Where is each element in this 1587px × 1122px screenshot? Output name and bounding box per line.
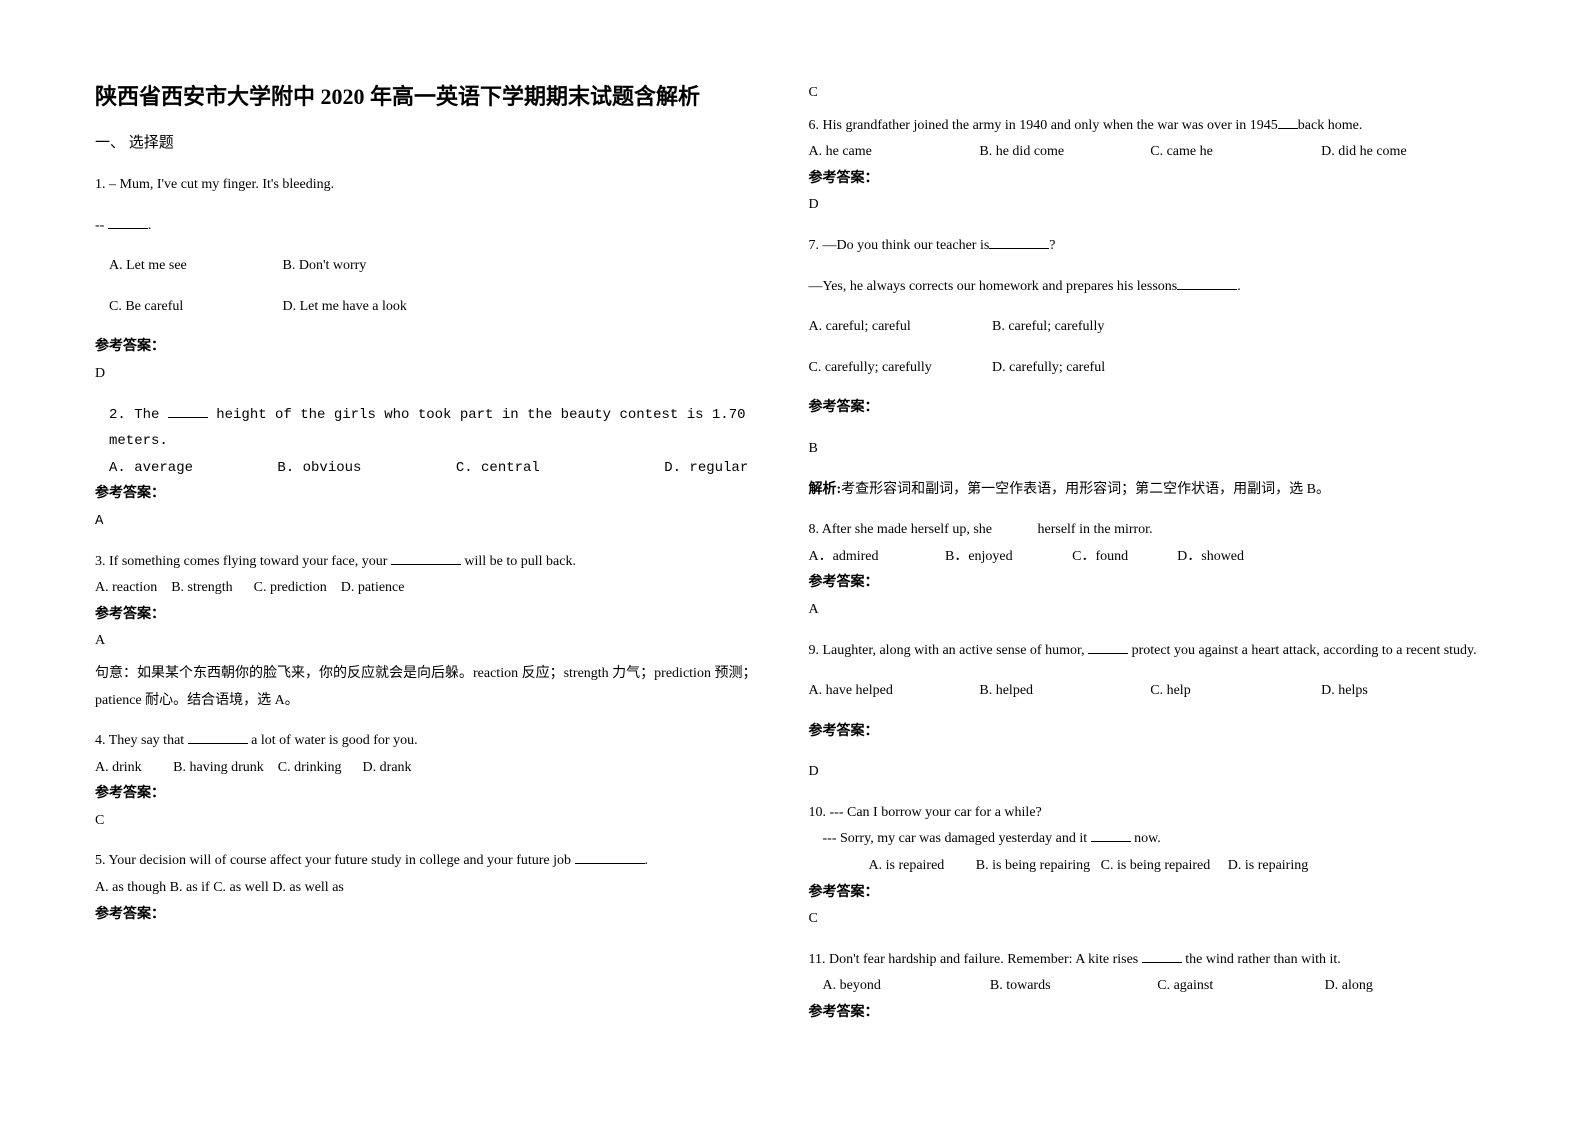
q10-opts: A. is repaired B. is being repairing C. …: [809, 853, 1493, 880]
blank: [575, 850, 645, 864]
blank: [1177, 276, 1237, 290]
q3-explain: 句意：如果某个东西朝你的脸飞来，你的反应就会是向后躲。reaction 反应；s…: [95, 661, 779, 714]
q4-opts: A. drink B. having drunk C. drinking D. …: [95, 755, 779, 782]
q9-text: 9. Laughter, along with an active sense …: [809, 638, 1493, 665]
question-3: 3. If something comes flying toward your…: [95, 549, 779, 721]
blank: [1142, 949, 1182, 963]
q11-text: 11. Don't fear hardship and failure. Rem…: [809, 947, 1493, 974]
q10-line1: 10. --- Can I borrow your car for a whil…: [809, 800, 1493, 827]
q2-opts: A. average B. obvious C. central D. regu…: [95, 455, 779, 482]
q1-dash: -- .: [95, 213, 779, 240]
q6-answer-label: 参考答案：: [809, 166, 1493, 193]
question-9: 9. Laughter, along with an active sense …: [809, 638, 1493, 792]
question-5: 5. Your decision will of course affect y…: [95, 848, 779, 928]
question-6: 6. His grandfather joined the army in 19…: [809, 113, 1493, 225]
q10-line2: --- Sorry, my car was damaged yesterday …: [809, 826, 1493, 853]
blank: [1091, 828, 1131, 842]
q7-answer-label: 参考答案：: [809, 395, 1493, 422]
blank: [1278, 115, 1298, 129]
blank: [168, 404, 208, 418]
q3-text: 3. If something comes flying toward your…: [95, 549, 779, 576]
question-11: 11. Don't fear hardship and failure. Rem…: [809, 947, 1493, 1027]
section-header: 一、 选择题: [95, 131, 779, 152]
q9-opts: A. have helped B. helped C. help D. help…: [809, 678, 1493, 705]
q7-opts-row2: C. carefully; carefully D. carefully; ca…: [809, 355, 1493, 382]
q11-answer-label: 参考答案：: [809, 1000, 1493, 1027]
q1-opts-row2: C. Be careful D. Let me have a look: [95, 294, 779, 321]
question-4: 4. They say that a lot of water is good …: [95, 728, 779, 840]
q1-answer-label: 参考答案：: [95, 334, 779, 361]
q9-answer: D: [809, 759, 1493, 786]
blank: [108, 215, 148, 229]
blank: [989, 235, 1049, 249]
q4-answer-label: 参考答案：: [95, 781, 779, 808]
q1-answer: D: [95, 361, 779, 388]
q9-answer-label: 参考答案：: [809, 719, 1493, 746]
q11-opts: A. beyond B. towards C. against D. along: [809, 973, 1493, 1000]
q6-answer: D: [809, 192, 1493, 219]
question-10: 10. --- Can I borrow your car for a whil…: [809, 800, 1493, 939]
q10-answer: C: [809, 906, 1493, 933]
q5-answer: C: [809, 80, 1493, 107]
q7-line1: 7. —Do you think our teacher is?: [809, 233, 1493, 260]
right-column: C 6. His grandfather joined the army in …: [809, 80, 1493, 1082]
left-column: 陕西省西安市大学附中 2020 年高一英语下学期期末试题含解析 一、 选择题 1…: [95, 80, 779, 1082]
q6-opts: A. he came B. he did come C. came he D. …: [809, 139, 1493, 166]
q7-explain: 解析:考查形容词和副词，第一空作表语，用形容词；第二空作状语，用副词，选 B。: [809, 477, 1493, 504]
q2-answer: A: [95, 508, 779, 535]
q8-answer: A: [809, 597, 1493, 624]
question-1: 1. – Mum, I've cut my finger. It's bleed…: [95, 172, 779, 394]
q8-opts: A．admired B．enjoyed C．found D．showed: [809, 544, 1493, 571]
q2-answer-label: 参考答案：: [95, 481, 779, 508]
q3-opts: A. reaction B. strength C. prediction D.…: [95, 575, 779, 602]
q7-opts-row1: A. careful; careful B. careful; carefull…: [809, 314, 1493, 341]
q2-text: 2. The height of the girls who took part…: [95, 402, 779, 455]
q7-answer: B: [809, 436, 1493, 463]
q4-text: 4. They say that a lot of water is good …: [95, 728, 779, 755]
question-7: 7. —Do you think our teacher is? —Yes, h…: [809, 233, 1493, 509]
q5-text: 5. Your decision will of course affect y…: [95, 848, 779, 875]
q6-text: 6. His grandfather joined the army in 19…: [809, 113, 1493, 140]
q3-answer-label: 参考答案：: [95, 602, 779, 629]
q8-text: 8. After she made herself up, she hersel…: [809, 517, 1493, 544]
q1-text: 1. – Mum, I've cut my finger. It's bleed…: [95, 172, 779, 199]
q10-answer-label: 参考答案：: [809, 880, 1493, 907]
question-2: 2. The height of the girls who took part…: [95, 402, 779, 541]
q8-answer-label: 参考答案：: [809, 570, 1493, 597]
question-8: 8. After she made herself up, she hersel…: [809, 517, 1493, 629]
q3-answer: A: [95, 628, 779, 655]
blank: [188, 730, 248, 744]
q5-answer-label: 参考答案：: [95, 902, 779, 929]
q7-line2: —Yes, he always corrects our homework an…: [809, 274, 1493, 301]
q4-answer: C: [95, 808, 779, 835]
q5-opts: A. as though B. as if C. as well D. as w…: [95, 875, 779, 902]
blank: [1088, 640, 1128, 654]
q1-opts-row1: A. Let me see B. Don't worry: [95, 253, 779, 280]
page-title: 陕西省西安市大学附中 2020 年高一英语下学期期末试题含解析: [95, 80, 779, 113]
blank: [391, 551, 461, 565]
